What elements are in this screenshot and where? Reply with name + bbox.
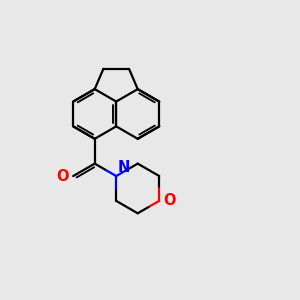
Text: O: O [56, 169, 69, 184]
Text: N: N [118, 160, 130, 175]
Text: O: O [164, 194, 176, 208]
